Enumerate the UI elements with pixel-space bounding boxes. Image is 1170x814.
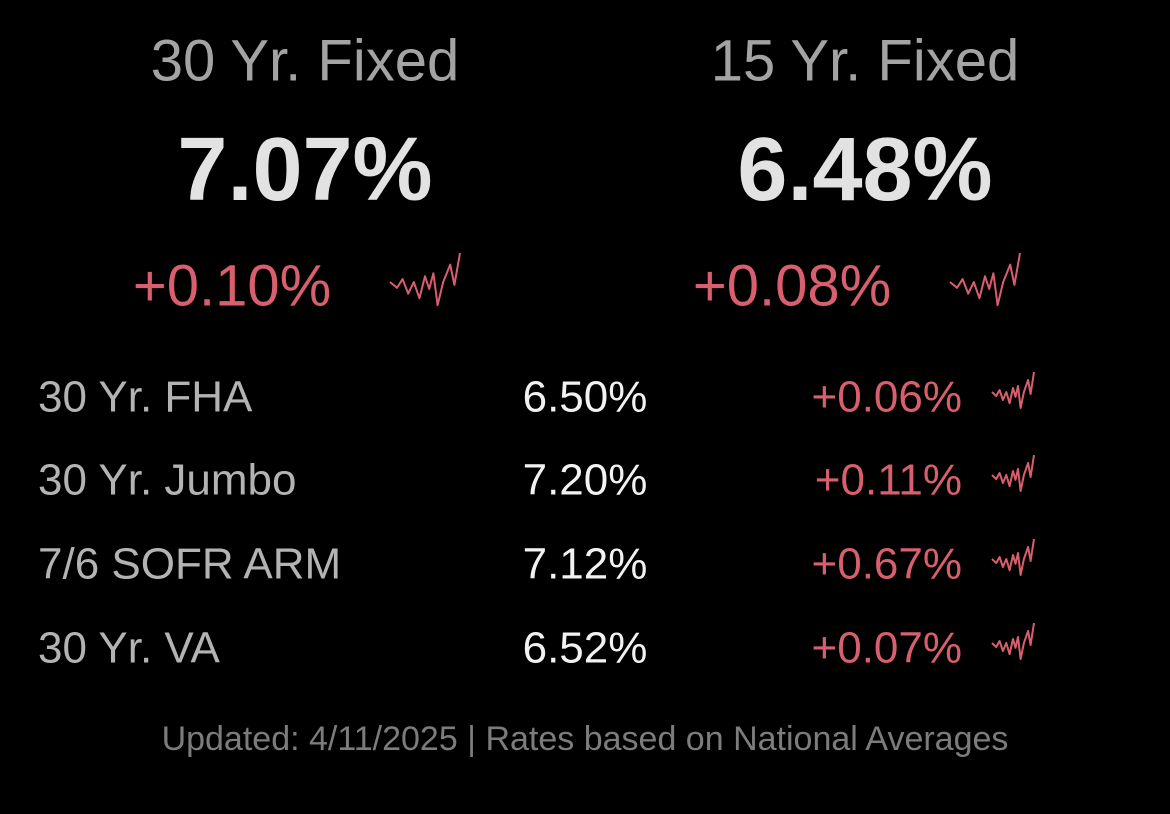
row-rate: 7.20% xyxy=(523,456,648,505)
featured-name: 15 Yr. Fixed xyxy=(711,28,1019,93)
sparkline xyxy=(991,371,1035,409)
featured-rate: 6.48% xyxy=(737,120,992,220)
sparkline xyxy=(949,252,1021,307)
sparkline xyxy=(389,252,461,307)
row-change: +0.06% xyxy=(812,373,962,422)
footer-note: Updated: 4/11/2025 | Rates based on Nati… xyxy=(162,720,1009,758)
row-name: 30 Yr. FHA xyxy=(38,373,253,422)
sparkline xyxy=(991,538,1035,576)
row-change: +0.11% xyxy=(815,456,962,505)
sparkline xyxy=(991,454,1035,492)
featured-rate: 7.07% xyxy=(177,120,432,220)
featured-change: +0.08% xyxy=(693,253,891,318)
featured-name: 30 Yr. Fixed xyxy=(151,28,459,93)
row-change: +0.67% xyxy=(812,540,962,589)
sparkline xyxy=(991,622,1035,660)
row-name: 30 Yr. Jumbo xyxy=(38,456,296,505)
row-rate: 7.12% xyxy=(523,540,648,589)
row-name: 30 Yr. VA xyxy=(38,624,220,673)
row-rate: 6.50% xyxy=(523,373,648,422)
row-name: 7/6 SOFR ARM xyxy=(38,540,341,589)
row-change: +0.07% xyxy=(812,624,962,673)
row-rate: 6.52% xyxy=(523,624,648,673)
featured-change: +0.10% xyxy=(133,253,331,318)
